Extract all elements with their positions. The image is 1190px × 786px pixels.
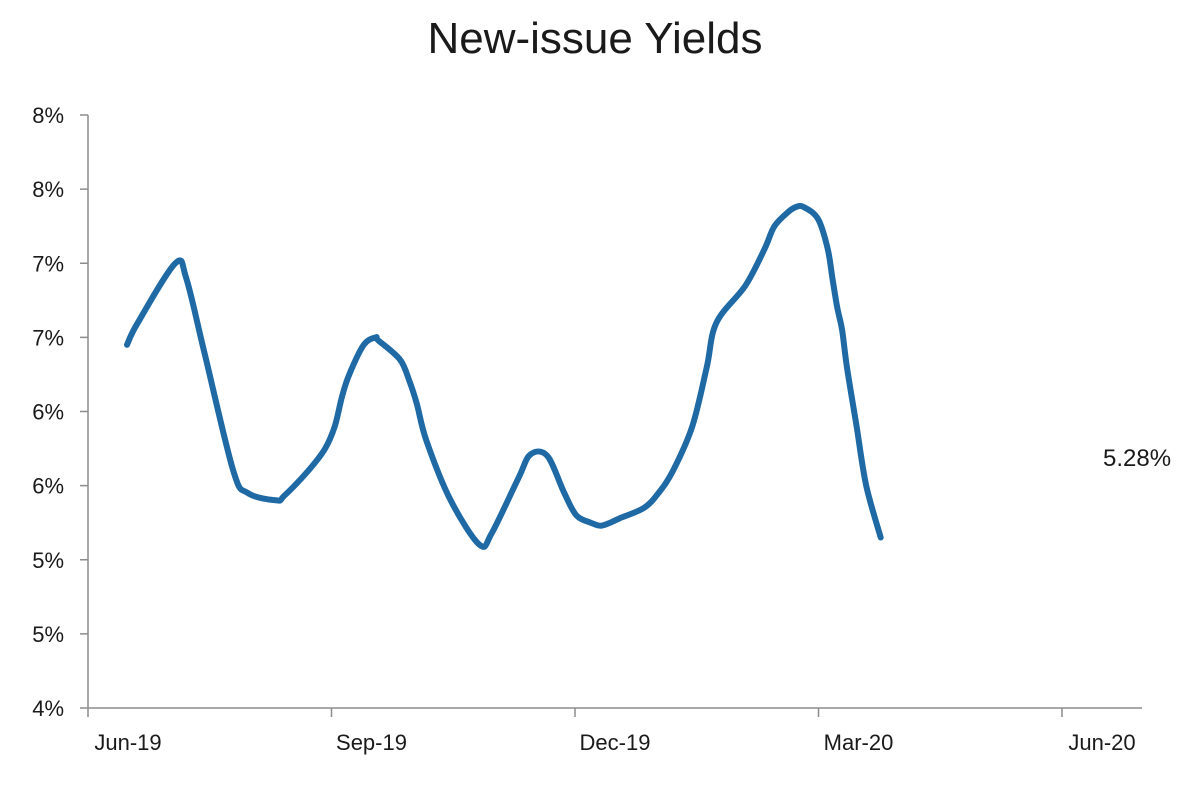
y-tick-label: 8% bbox=[32, 103, 64, 128]
series-group bbox=[124, 202, 884, 550]
y-tick-label: 7% bbox=[32, 325, 64, 350]
y-tick-label: 6% bbox=[32, 400, 64, 425]
y-tick-label: 6% bbox=[32, 474, 64, 499]
x-tick-label: Sep-19 bbox=[336, 730, 407, 755]
y-tick-label: 7% bbox=[32, 251, 64, 276]
x-tick-label: Jun-19 bbox=[94, 730, 161, 755]
x-axis: Jun-19 Sep-19 Dec-19 Mar-20 Jun-20 bbox=[87, 707, 1142, 755]
y-axis: 4% 5% 5% 6% 6% 7% 7% 8% 8% bbox=[32, 103, 89, 721]
chart-title: New-issue Yields bbox=[427, 14, 763, 63]
x-tick-label: Dec-19 bbox=[580, 730, 651, 755]
data-labels: 5.28% bbox=[1103, 445, 1171, 472]
y-tick-label: 5% bbox=[32, 548, 64, 573]
y-tick-label: 5% bbox=[32, 622, 64, 647]
y-tick-label: 4% bbox=[32, 696, 64, 721]
end-value-label: 5.28% bbox=[1103, 445, 1171, 472]
x-tick-label: Jun-20 bbox=[1068, 730, 1135, 755]
series-line bbox=[124, 202, 884, 550]
x-tick-label: Mar-20 bbox=[824, 730, 894, 755]
y-tick-label: 8% bbox=[32, 177, 64, 202]
